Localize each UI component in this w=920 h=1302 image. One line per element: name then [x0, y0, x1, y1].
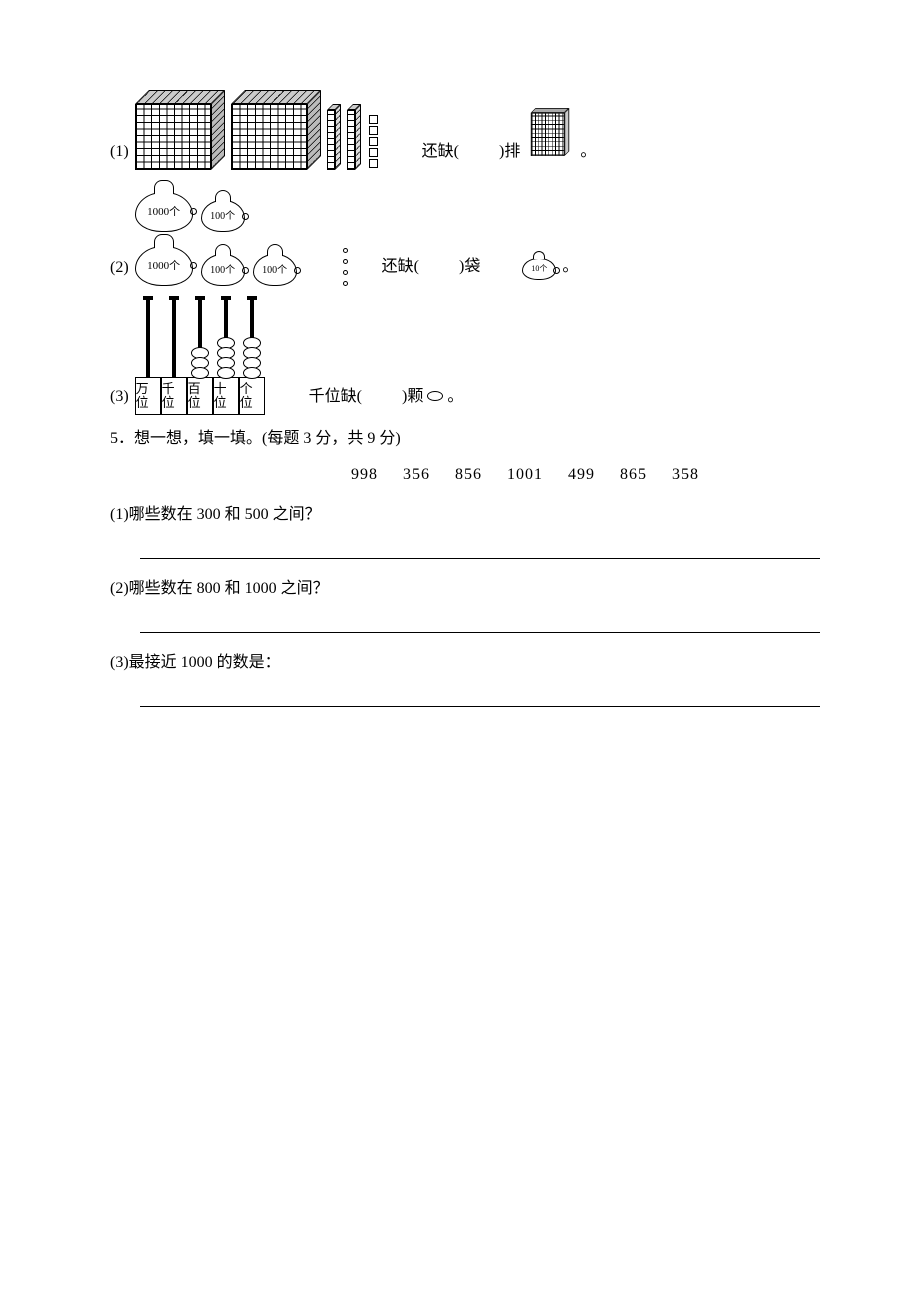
answer-line[interactable] [140, 689, 820, 707]
q4-item3: (3) 万位 千位 百位 十位 [110, 296, 820, 415]
num: 356 [403, 466, 430, 483]
place-ge: 个位 [239, 377, 265, 415]
q5-numbers: 998 356 856 1001 499 865 358 [110, 463, 820, 487]
q5-sub1: (1)哪些数在 300 和 500 之间？ [110, 503, 820, 527]
place-wan: 万位 [135, 377, 161, 415]
rod-qian [172, 299, 176, 377]
q5-sub3: (3)最接近 1000 的数是： [110, 651, 820, 675]
question-5: 5．想一想，填一填。(每题 3 分，共 9 分) 998 356 856 100… [110, 427, 820, 707]
hundred-flat [347, 104, 361, 170]
rod-shi [224, 299, 228, 377]
q4-item1-figure [135, 90, 378, 170]
q5-title: 5．想一想，填一填。(每题 3 分，共 9 分) [110, 427, 820, 451]
q4-item3-text: 千位缺( )颗 。 [309, 385, 464, 415]
thousand-cube [135, 90, 225, 170]
bead-icon [427, 391, 443, 401]
q4-item2-label: (2) [110, 256, 129, 286]
bag-100: 100个 [201, 254, 245, 286]
rod-ge [250, 299, 254, 377]
text-after: )颗 [402, 385, 423, 409]
bag-1000: 1000个 [135, 246, 193, 286]
q4-item3-label: (3) [110, 385, 129, 415]
bag-1000: 1000个 [135, 192, 193, 232]
text-before: 千位缺( [309, 385, 362, 409]
period: 。 [580, 140, 596, 164]
rod-bai [198, 299, 202, 377]
unit-stack [369, 115, 378, 170]
place-qian: 千位 [161, 377, 187, 415]
q4-item2: (2) 1000个 100个 1000个 100个 100个 还缺( )袋 10… [110, 180, 820, 286]
num: 998 [351, 466, 378, 483]
bag-100: 100个 [253, 254, 297, 286]
text-before: 还缺( [422, 140, 459, 164]
q5-sub2: (2)哪些数在 800 和 1000 之间？ [110, 577, 820, 601]
place-shi: 十位 [213, 377, 239, 415]
bag-100: 100个 [201, 200, 245, 232]
num: 865 [620, 466, 647, 483]
answer-line[interactable] [140, 541, 820, 559]
period: 。 [447, 385, 463, 409]
num: 358 [672, 466, 699, 483]
q4-item3-figure: 万位 千位 百位 十位 个位 [135, 296, 265, 415]
text-before: 还缺( [382, 255, 419, 279]
q4-item2-text: 还缺( )袋 10个 。 [382, 255, 579, 286]
bag-10-icon: 10个 [522, 258, 556, 280]
q4-item1: (1) 还缺( )排 。 [110, 90, 820, 170]
hundred-flat [327, 104, 341, 170]
text-after: )袋 [459, 255, 480, 279]
dots-icon [343, 248, 348, 286]
num: 1001 [507, 466, 543, 483]
q4-item2-figure: 1000个 100个 1000个 100个 100个 [135, 180, 368, 286]
q4-item1-label: (1) [110, 140, 129, 170]
abacus: 万位 千位 百位 十位 个位 [135, 296, 265, 415]
hundred-flat-icon [531, 108, 569, 156]
num: 856 [455, 466, 482, 483]
text-after: )排 [499, 140, 520, 164]
answer-line[interactable] [140, 615, 820, 633]
thousand-cube [231, 90, 321, 170]
period: 。 [562, 255, 578, 279]
place-bai: 百位 [187, 377, 213, 415]
num: 499 [568, 466, 595, 483]
rod-wan [146, 299, 150, 377]
q4-item1-text: 还缺( )排 。 [422, 96, 597, 170]
